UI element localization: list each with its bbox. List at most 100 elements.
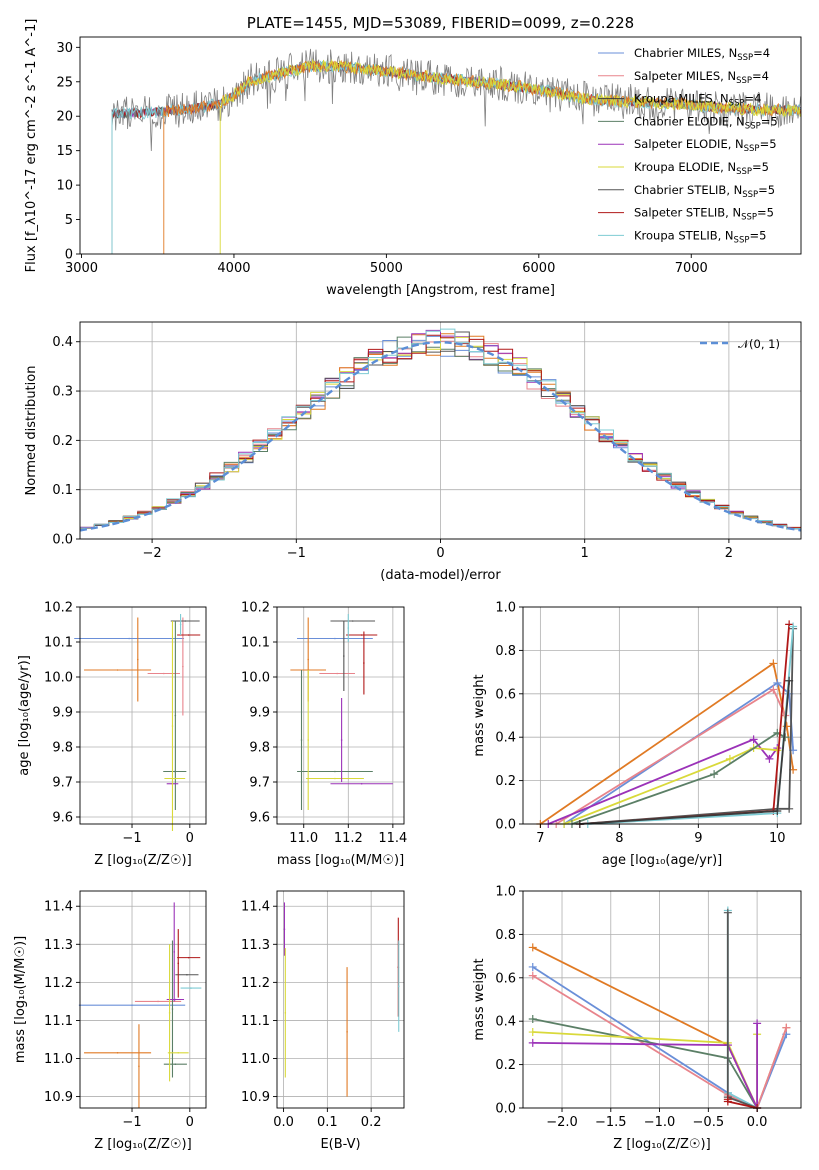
- weight_vs_age-series-kroupa_elodie: [563, 747, 778, 825]
- mass_vs_ebv-ytick-label: 11.0: [241, 1052, 270, 1067]
- text-layer: 3000 4000 5000 6000 7000051015202530waveleng…: [13, 14, 786, 1152]
- normal-curve: [80, 340, 801, 532]
- weight_vs_Z-marker: [723, 908, 732, 917]
- weight_vs_Z-ylabel: mass weight: [472, 958, 487, 1040]
- weight_vs_Z-marker: [528, 1015, 537, 1024]
- mass_vs_Z-xtick-label: 0: [186, 1115, 194, 1130]
- spectrum-xtick-label: 6000: [522, 261, 555, 276]
- spectrum-xlabel: wavelength [Angstrom, rest frame]: [326, 283, 555, 298]
- age_vs_mass-xlabel: mass [log₁₀(M/M☉)]: [277, 853, 404, 868]
- weight_vs_age-marker: [725, 754, 734, 763]
- weight_vs_age-marker: [773, 678, 782, 687]
- age_vs_Z-ylabel: age [log₁₀(age/yr)]: [17, 655, 32, 776]
- legend-sub: SSP: [737, 53, 753, 63]
- legend-label: Chabrier ELODIE, N: [634, 114, 745, 128]
- mass_vs_Z-ytick-label: 11.1: [44, 1014, 73, 1029]
- mass_vs_ebv-xtick-label: 0.1: [317, 1115, 338, 1130]
- mass_vs_Z-point: [168, 1012, 171, 1014]
- mass_vs_Z-point: [177, 1051, 180, 1054]
- weight_vs_Z-series-chabrier_stelib: [726, 912, 758, 1109]
- mass_vs_ebv-ytick-label: 11.1: [241, 1014, 270, 1029]
- weight_vs_Z-series-salpeter_miles: [532, 974, 788, 1110]
- legend-sub: SSP: [742, 190, 758, 200]
- age_vs_Z-point: [116, 669, 119, 671]
- age_vs_Z-point: [179, 623, 182, 626]
- age_vs_mass-point: [334, 770, 336, 773]
- mass_vs_Z-ylabel: mass [log₁₀(M/M☉)]: [13, 936, 28, 1063]
- age_vs_Z-ytick-label: 10.0: [44, 671, 73, 686]
- legend-tail: =5: [752, 160, 769, 174]
- age_vs_mass-point: [360, 634, 363, 636]
- age_vs_mass-point: [347, 627, 350, 629]
- mass_vs_Z-point: [138, 1065, 140, 1067]
- age_vs_mass-point: [307, 658, 309, 661]
- mass_vs_Z-point: [171, 1008, 174, 1010]
- weight_vs_age-xtick-label: 9: [694, 831, 702, 846]
- spectrum-legend-entry: Chabrier MILES, NSSP=4: [634, 46, 770, 63]
- age_vs_Z-ytick-label: 9.8: [52, 741, 73, 756]
- mass_vs_ebv-point: [284, 1012, 287, 1014]
- mass_vs_Z-ytick-label: 11.0: [44, 1052, 73, 1067]
- spectrum-ytick-label: 5: [65, 213, 73, 228]
- mass_vs_ebv-point: [283, 928, 286, 930]
- weight_vs_age-marker: [769, 685, 778, 694]
- weight_vs_age-xtick-label: 8: [615, 831, 623, 846]
- age_vs_mass-ytick-label: 10.0: [241, 671, 270, 686]
- weight_vs_age-ytick-label: 0.0: [495, 818, 516, 833]
- legend-sub: SSP: [741, 213, 757, 223]
- residual_hist-xtick-label: 2: [725, 546, 733, 561]
- legend-sub: SSP: [744, 144, 760, 154]
- weight_vs_Z-ytick-label: 0.8: [495, 928, 516, 943]
- mass_vs_ebv-xlabel: E(B-V): [320, 1137, 360, 1152]
- weight_vs_age-xlabel: age [log₁₀(age/yr)]: [602, 853, 723, 868]
- age_vs_mass-ytick-label: 10.1: [241, 636, 270, 651]
- weight_vs_age-marker: [785, 676, 794, 685]
- weight_vs_age-series-kroupa_miles: [579, 680, 791, 825]
- weight_vs_Z-xtick-label: −0.5: [693, 1115, 725, 1130]
- legend-sub: SSP: [736, 167, 752, 177]
- age_vs_Z-point: [184, 620, 186, 622]
- legend-tail: =4: [752, 69, 769, 83]
- weight_vs_Z-xlabel: Z [log₁₀(Z/Z☉)]: [613, 1137, 710, 1152]
- grid-layer: [80, 322, 801, 1109]
- residual_hist-ytick-label: 0.1: [52, 483, 73, 498]
- legend-sub: SSP: [734, 235, 750, 245]
- legend-label: Salpeter STELIB, N: [634, 206, 741, 220]
- spectrum-legend-entry: Salpeter ELODIE, NSSP=5: [634, 137, 777, 154]
- age_vs_mass-frame: [276, 606, 405, 825]
- weight_vs_Z-marker: [723, 1097, 732, 1106]
- weight_vs_Z-ytick-label: 0.0: [495, 1102, 516, 1117]
- hist-series-group: [80, 328, 801, 532]
- weight_vs_age-ytick-label: 1.0: [495, 601, 516, 616]
- mass_vs_ebv-frame: [276, 890, 405, 1109]
- weight_vs_age-ytick-label: 0.4: [495, 731, 516, 746]
- weight_vs_age-marker: [781, 733, 790, 742]
- mass_vs_Z-point: [174, 1063, 177, 1066]
- weight_vs_age-series-orange: [539, 661, 794, 825]
- age_vs_mass-point: [340, 739, 343, 741]
- mass_vs_Z-point: [173, 951, 176, 953]
- spectrum-legend-entry: Salpeter MILES, NSSP=4: [634, 69, 769, 86]
- mass_vs_Z-ytick-label: 11.3: [44, 938, 73, 953]
- spectrum-ylabel: Flux [f_λ10^-17 erg cm^-2 s^-1 A^-1]: [24, 19, 39, 273]
- mass_vs_ebv-point: [397, 985, 400, 987]
- mass_vs_Z-point: [186, 973, 188, 976]
- residual_hist-xtick-label: 0: [436, 546, 444, 561]
- mass_vs_Z-point: [116, 1051, 119, 1054]
- weight_vs_age-xtick-label: 7: [536, 831, 544, 846]
- axes-layer: [76, 36, 802, 1112]
- mass_vs_Z-ytick-label: 11.4: [44, 900, 73, 915]
- mass_vs_Z-ytick-label: 10.9: [44, 1090, 73, 1105]
- weight_vs_Z-xtick-label: −1.0: [644, 1115, 676, 1130]
- legend-label: Kroupa ELODIE, N: [634, 160, 736, 174]
- weight_vs_Z-series-chabrier_elodie: [532, 1018, 758, 1109]
- mass_vs_ebv-ytick-label: 11.3: [241, 938, 270, 953]
- weight_vs_age-ytick-label: 0.6: [495, 687, 516, 702]
- legend-tail: =5: [761, 114, 778, 128]
- age_vs_Z-point: [182, 665, 184, 668]
- age_vs_mass-point: [307, 739, 309, 741]
- age_vs_Z-point: [187, 634, 190, 636]
- legend-label: Chabrier MILES, N: [634, 46, 737, 60]
- residual_hist-ytick-label: 0.3: [52, 385, 73, 400]
- weight_vs_age-marker: [785, 620, 794, 629]
